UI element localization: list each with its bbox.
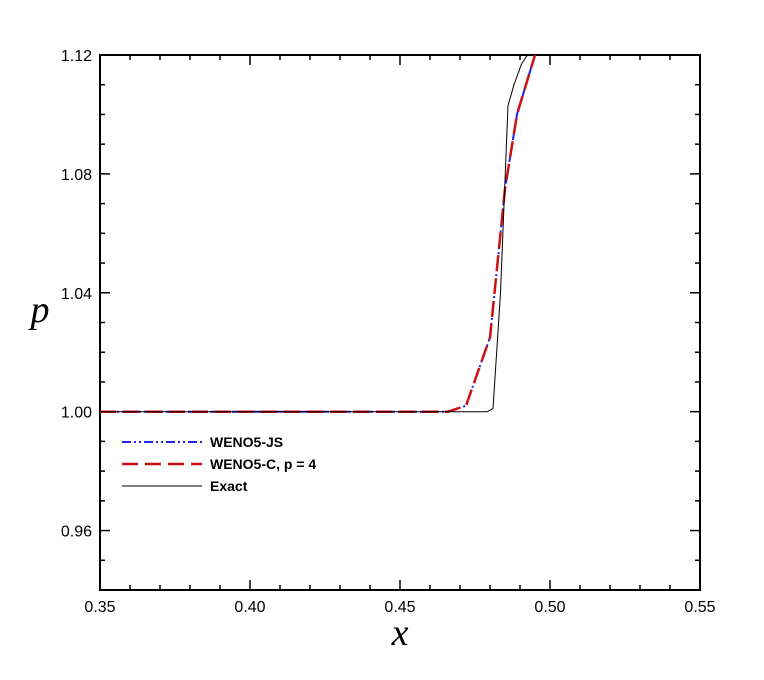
y-tick-label: 1.12: [61, 48, 92, 65]
x-tick-label: 0.45: [384, 599, 415, 616]
x-axis-title: x: [391, 612, 409, 654]
legend: WENO5-JS WENO5-C, p = 4 Exact: [122, 434, 316, 494]
y-axis-title: p: [28, 289, 50, 331]
y-tick-label: 1.08: [61, 167, 92, 184]
y-tick-label: 0.96: [61, 524, 92, 541]
x-tick-label: 0.35: [84, 599, 115, 616]
y-tick-label: 1.04: [61, 286, 92, 303]
series-line-2: [100, 55, 537, 413]
tick-labels: 0.35 0.40 0.45 0.50 0.55 0.96 1.00 1.04 1.08 1.12: [61, 48, 716, 616]
x-tick-label: 0.55: [684, 599, 715, 616]
axis-ticks: [99, 54, 701, 591]
y-tick-label: 1.00: [61, 405, 92, 422]
series-layer: [100, 55, 537, 413]
legend-label-3: Exact: [210, 478, 248, 494]
series-line-1: [100, 55, 536, 413]
legend-label-1: WENO5-JS: [210, 434, 283, 450]
series-line-3: [100, 55, 528, 413]
x-tick-label: 0.50: [534, 599, 565, 616]
x-tick-label: 0.40: [234, 599, 265, 616]
legend-label-2: WENO5-C, p = 4: [210, 456, 316, 472]
plot-frame: [99, 54, 701, 591]
